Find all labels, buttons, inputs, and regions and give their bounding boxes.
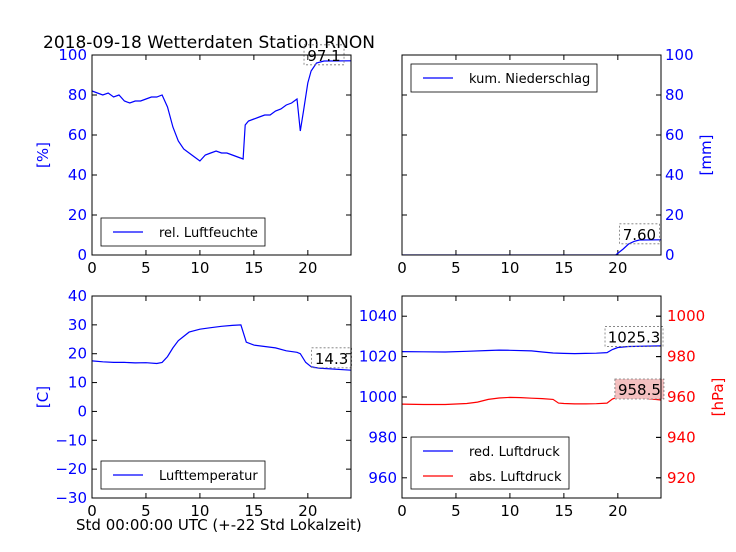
figure-title: 2018-09-18 Wetterdaten Station RNON bbox=[43, 33, 375, 53]
y-tick-label: 40 bbox=[665, 166, 684, 184]
series-line-lufttemperatur bbox=[92, 324, 351, 371]
x-tick-label: 10 bbox=[500, 259, 519, 277]
y-tick-label: 0 bbox=[665, 246, 675, 264]
y-tick-label: 30 bbox=[68, 316, 87, 334]
y-tick-label: −20 bbox=[55, 460, 87, 478]
plot-frame bbox=[91, 54, 352, 256]
annotation-label: 97.1 bbox=[307, 47, 340, 65]
panel-precip: 0 5 10 15 20 0 20 40 60 80 100 [mm] 7.60 kum. Nieders… bbox=[397, 46, 715, 277]
y-tick-label: 1040 bbox=[359, 307, 397, 325]
y2-tick-label: 940 bbox=[667, 428, 696, 446]
plot-frame bbox=[401, 295, 662, 499]
x-tick-label: 15 bbox=[244, 259, 263, 277]
x-tick-label: 0 bbox=[87, 259, 97, 277]
y-tick-label: 980 bbox=[368, 428, 397, 446]
plot-frame bbox=[401, 54, 662, 256]
y2-tick-label: 920 bbox=[667, 469, 696, 487]
x-tick-label: 10 bbox=[500, 502, 519, 520]
x-tick-label: 5 bbox=[141, 259, 151, 277]
y-axis-label: [hPa] bbox=[709, 378, 727, 417]
x-tick-label: 0 bbox=[397, 259, 407, 277]
plot-frame bbox=[91, 295, 352, 499]
legend-box bbox=[410, 436, 570, 490]
x-tick-label: 20 bbox=[608, 502, 627, 520]
series-line-kum-niederschlag bbox=[402, 239, 661, 255]
annotation-box bbox=[311, 347, 352, 369]
y-tick-label: 40 bbox=[68, 166, 87, 184]
series-line-rel-luftfeuchte bbox=[92, 60, 351, 162]
x-tick-label: 20 bbox=[298, 502, 317, 520]
y-tick-label: 20 bbox=[665, 206, 684, 224]
y-tick-label: 100 bbox=[58, 46, 87, 64]
y-tick-label: 80 bbox=[68, 86, 87, 104]
y2-tick-label: 1000 bbox=[667, 307, 705, 325]
x-tick-label: 20 bbox=[608, 259, 627, 277]
y-tick-label: −30 bbox=[55, 489, 87, 507]
legend-entry: kum. Niederschlag bbox=[469, 72, 590, 87]
annotation-box bbox=[614, 378, 665, 400]
y-tick-label: 60 bbox=[68, 126, 87, 144]
x-tick-label: 10 bbox=[190, 502, 209, 520]
y2-tick-label: 960 bbox=[667, 388, 696, 406]
annotation-box bbox=[619, 223, 660, 245]
legend-entry: red. Luftdruck bbox=[469, 445, 560, 460]
annotation-label: 958.5 bbox=[618, 381, 661, 399]
x-tick-label: 5 bbox=[451, 259, 461, 277]
x-tick-label: 15 bbox=[554, 259, 573, 277]
legend-entry: rel. Luftfeuchte bbox=[159, 226, 258, 241]
x-tick-label: 15 bbox=[244, 502, 263, 520]
x-tick-label: 10 bbox=[190, 259, 209, 277]
annotation-label: 7.60 bbox=[623, 226, 656, 244]
x-axis-label: Std 00:00:00 UTC (+-22 Std Lokalzeit) bbox=[76, 516, 362, 534]
y-tick-label: 0 bbox=[77, 246, 87, 264]
x-tick-label: 0 bbox=[397, 502, 407, 520]
y-tick-label: 100 bbox=[665, 46, 694, 64]
panel-pressure: 0 5 10 15 20 960 980 1000 1020 1040 920 940 960 980 10… bbox=[359, 295, 727, 520]
series-line-abs-luftdruck bbox=[402, 395, 661, 406]
y-tick-label: 0 bbox=[77, 402, 87, 420]
y-tick-label: 20 bbox=[68, 345, 87, 363]
y-axis-label: [%] bbox=[34, 142, 52, 168]
x-tick-label: 15 bbox=[554, 502, 573, 520]
y-tick-label: 60 bbox=[665, 126, 684, 144]
y-tick-label: 40 bbox=[68, 287, 87, 305]
annotation-box bbox=[604, 326, 664, 347]
legend-entry: Lufttemperatur bbox=[159, 469, 258, 484]
panel-humidity: 0 5 10 15 20 0 20 40 60 80 100 [%] 97.1 rel. Luftfeuc… bbox=[34, 44, 352, 277]
y2-tick-label: 980 bbox=[667, 348, 696, 366]
y-tick-label: −10 bbox=[55, 431, 87, 449]
y-tick-label: 960 bbox=[368, 469, 397, 487]
x-tick-label: 0 bbox=[87, 502, 97, 520]
annotation-label: 14.3 bbox=[315, 350, 348, 368]
y-tick-label: 10 bbox=[68, 374, 87, 392]
y-tick-label: 1000 bbox=[359, 388, 397, 406]
series-line-red-luftdruck bbox=[402, 345, 661, 355]
x-tick-label: 5 bbox=[451, 502, 461, 520]
y-axis-label: [C] bbox=[34, 386, 52, 408]
x-tick-label: 5 bbox=[141, 502, 151, 520]
y-tick-label: 80 bbox=[665, 86, 684, 104]
legend-entry: abs. Luftdruck bbox=[469, 470, 562, 485]
y-tick-label: 1020 bbox=[359, 348, 397, 366]
y-axis-label: [mm] bbox=[697, 135, 715, 176]
annotation-label: 1025.3 bbox=[608, 328, 661, 346]
y-tick-label: 20 bbox=[68, 206, 87, 224]
x-tick-label: 20 bbox=[298, 259, 317, 277]
panel-temperature: 0 5 10 15 20 −30 −20 −10 0 10 20 30 40 [C] 14.3 Lufttem… bbox=[34, 287, 352, 520]
